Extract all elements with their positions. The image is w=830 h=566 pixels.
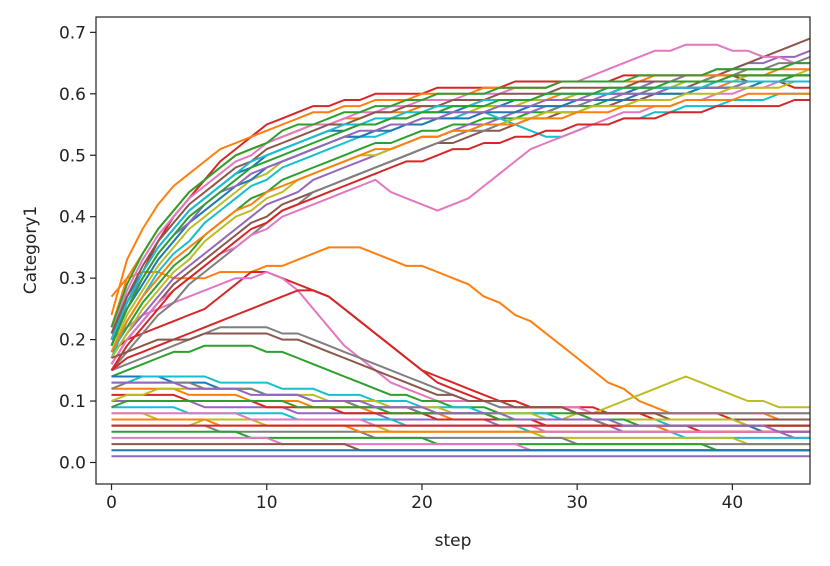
x-tick-label-1: 0: [106, 493, 117, 513]
y-tick-label-5: 0.4: [59, 208, 86, 228]
y-tick-label-3: 0.2: [59, 331, 86, 351]
plot-frame: [95, 16, 811, 485]
series-line-18: [110, 80, 810, 347]
series-line-19: [110, 62, 810, 328]
y-tick-label-8: 0.7: [59, 23, 86, 43]
x-tick-label-5: 40: [722, 493, 744, 513]
x-tick-label-4: 30: [566, 493, 588, 513]
x-axis: 0 10 20 30 40: [106, 484, 743, 513]
y-axis-label: Category1: [21, 206, 41, 294]
x-axis-label: step: [435, 531, 472, 551]
series-line-25: [110, 92, 810, 353]
y-tick-label-2: 0.1: [59, 392, 86, 412]
series-line-12: [110, 43, 810, 334]
series-line-15: [110, 92, 810, 359]
series-line-11: [110, 37, 810, 365]
y-tick-label-1: 0.0: [59, 453, 86, 473]
y-tick-label-4: 0.3: [59, 269, 86, 289]
y-tick-label-7: 0.6: [59, 85, 86, 105]
series-line-26: [110, 74, 810, 347]
series-line-49: [111, 381, 810, 433]
series-line-21: [110, 99, 810, 371]
x-tick-label-2: 10: [256, 493, 278, 513]
y-tick-label-6: 0.5: [59, 146, 86, 166]
y-axis: 0.0 0.1 0.2 0.3 0.4 0.5 0.6 0.7: [59, 23, 96, 473]
x-tick-label-3: 20: [411, 493, 433, 513]
series-layer: [110, 37, 810, 458]
